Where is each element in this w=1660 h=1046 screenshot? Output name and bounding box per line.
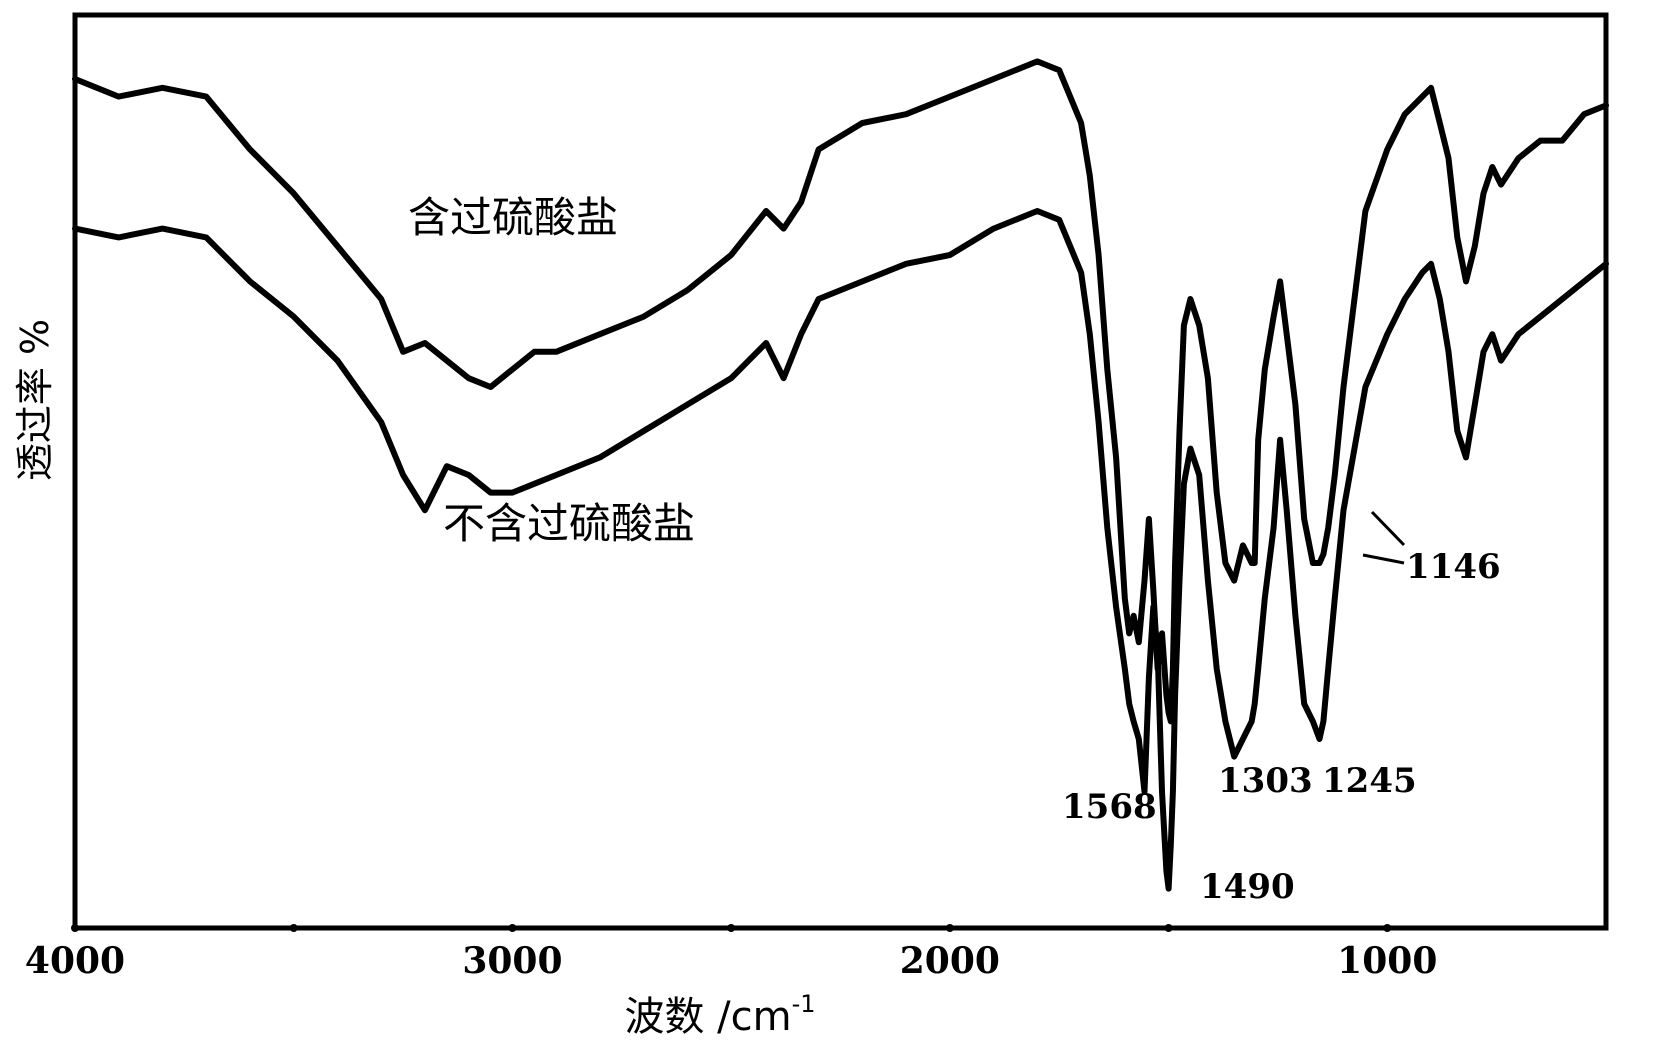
series-label-1: 含过硫酸盐 <box>408 193 618 242</box>
series-label-2: 不含过硫酸盐 <box>443 499 695 548</box>
x-axis-label-superscript: -1 <box>792 990 816 1018</box>
x-tick-mark <box>289 924 298 932</box>
x-tick-mark <box>1383 924 1392 932</box>
x-tick-mark <box>1164 924 1173 932</box>
x-tick-label: 2000 <box>900 940 1000 982</box>
x-tick-label: 3000 <box>462 940 562 982</box>
peak-leader-1146-upper <box>1370 510 1406 547</box>
x-axis-label: 波数 /cm-1 <box>624 990 815 1040</box>
x-tick-label: 4000 <box>25 940 125 982</box>
x-tick-mark <box>727 924 736 932</box>
peak-label-1568: 1568 <box>1062 787 1157 827</box>
series-line-1 <box>72 58 1609 725</box>
series-line-2 <box>72 208 1609 892</box>
peak-leader-1146-lower <box>1362 553 1405 565</box>
x-tick-mark <box>508 924 517 932</box>
peak-label-1146: 1146 <box>1406 547 1501 587</box>
x-axis-label-text: 波数 /cm <box>624 994 791 1040</box>
plot-frame <box>72 12 1609 931</box>
x-tick-mark <box>71 924 79 932</box>
peak-label-1490: 1490 <box>1200 867 1295 907</box>
x-tick-label: 1000 <box>1337 940 1437 982</box>
peak-label-1303: 1303 <box>1218 761 1313 801</box>
peak-label-1245: 1245 <box>1322 761 1417 801</box>
x-tick-mark <box>945 924 954 932</box>
y-axis-label: 透过率 % <box>13 319 57 481</box>
